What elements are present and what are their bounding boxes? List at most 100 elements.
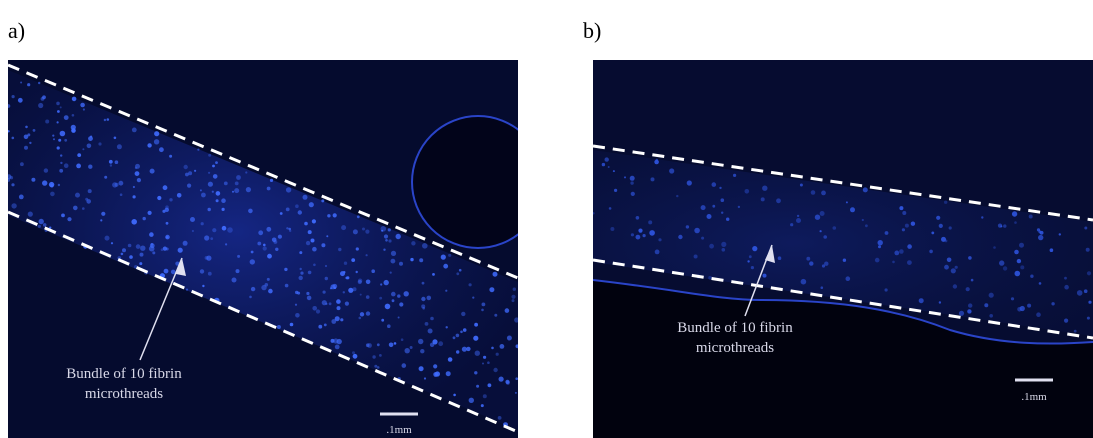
cell: [267, 187, 271, 191]
cell: [250, 259, 255, 264]
cell: [188, 171, 192, 175]
cell: [222, 208, 225, 211]
cell: [215, 161, 218, 164]
cell: [796, 218, 801, 223]
cell: [701, 237, 704, 240]
cell: [280, 212, 283, 215]
cell: [397, 294, 400, 297]
cell: [968, 303, 972, 307]
cell: [968, 256, 972, 260]
cell: [356, 247, 359, 250]
cell: [356, 271, 358, 273]
cell: [999, 260, 1004, 265]
cell: [263, 244, 266, 247]
cell: [299, 276, 303, 280]
cell: [221, 198, 226, 203]
cell: [204, 235, 209, 240]
cell: [424, 377, 426, 379]
cell: [362, 228, 365, 231]
cell: [651, 177, 655, 181]
cell: [445, 290, 447, 292]
cell: [885, 231, 889, 235]
cell: [87, 144, 92, 149]
cell: [71, 125, 76, 130]
cell: [353, 229, 358, 234]
cell: [820, 230, 822, 232]
cell: [1015, 271, 1021, 277]
cell: [894, 251, 899, 256]
cell: [213, 174, 218, 179]
scale-bar-label: .1mm: [1021, 391, 1047, 403]
cell: [202, 285, 204, 287]
cell: [245, 171, 247, 173]
cell: [169, 198, 172, 201]
cell: [381, 319, 384, 322]
cell: [308, 230, 312, 234]
cell: [135, 171, 140, 176]
cell: [348, 288, 353, 293]
cell: [432, 273, 435, 276]
cell: [1003, 224, 1006, 227]
cell: [20, 162, 24, 166]
cell: [249, 296, 252, 299]
cell: [1040, 231, 1044, 235]
cell: [345, 277, 348, 280]
cell: [388, 228, 391, 231]
cell: [1087, 317, 1090, 320]
cell: [50, 184, 53, 187]
cell: [456, 350, 459, 353]
cell: [428, 329, 433, 334]
cell: [164, 269, 169, 274]
cell: [388, 239, 391, 242]
cell: [235, 182, 239, 186]
cell: [461, 312, 465, 316]
cell: [1029, 215, 1033, 219]
cell: [936, 216, 940, 220]
cell: [38, 225, 41, 228]
cell: [44, 168, 48, 172]
cell: [100, 219, 102, 221]
cell: [135, 167, 137, 169]
cell: [201, 193, 206, 198]
cell: [107, 118, 110, 121]
cell: [52, 135, 54, 137]
cell: [6, 174, 11, 179]
cell: [422, 282, 425, 285]
cell: [638, 229, 642, 233]
cell: [335, 316, 340, 321]
cell: [496, 353, 499, 356]
cell: [878, 245, 881, 248]
cell: [143, 217, 146, 220]
cell: [1038, 235, 1043, 240]
cell: [131, 219, 137, 225]
cell: [340, 271, 345, 276]
cell: [109, 160, 113, 164]
cell: [391, 259, 396, 264]
cell: [929, 250, 933, 254]
cell: [353, 287, 357, 291]
cell: [278, 235, 282, 239]
cell: [1000, 225, 1002, 227]
cell: [971, 279, 974, 282]
cell: [208, 208, 211, 211]
cell: [878, 240, 883, 245]
cell: [122, 248, 126, 252]
cell: [82, 207, 85, 210]
cell: [24, 146, 28, 150]
cell: [381, 226, 387, 232]
cell: [654, 160, 659, 165]
cell: [421, 297, 425, 301]
cell: [178, 248, 183, 253]
cell: [1020, 265, 1024, 269]
cell: [763, 274, 767, 278]
cell: [212, 228, 216, 232]
cell: [186, 289, 188, 291]
cell: [161, 248, 164, 251]
cell: [335, 345, 340, 350]
cell: [875, 258, 880, 263]
cell: [469, 398, 474, 403]
cell: [843, 259, 846, 262]
cell: [939, 224, 943, 228]
cell: [136, 244, 141, 249]
cell: [232, 191, 234, 193]
